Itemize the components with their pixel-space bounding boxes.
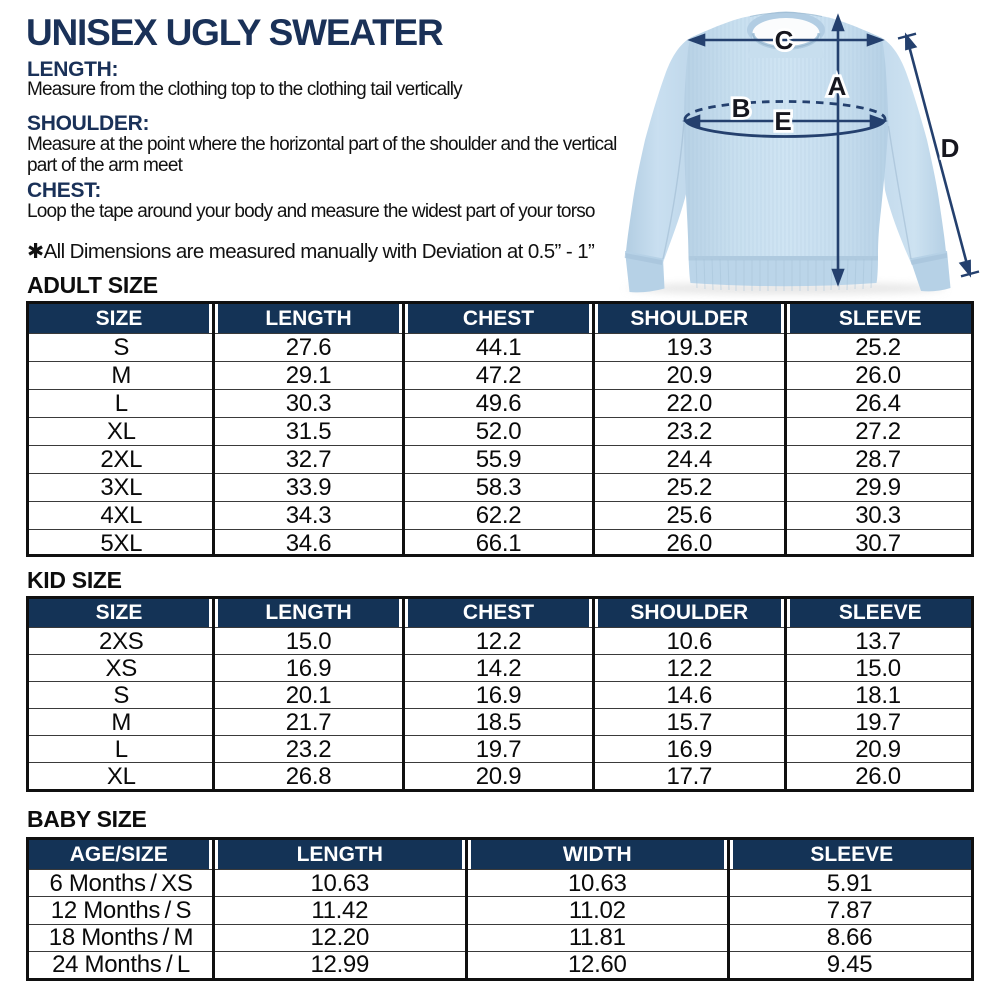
- svg-text:A: A: [828, 71, 847, 101]
- svg-text:B: B: [732, 93, 751, 123]
- svg-text:D: D: [941, 133, 960, 163]
- svg-text:E: E: [774, 106, 791, 136]
- svg-text:C: C: [775, 25, 794, 55]
